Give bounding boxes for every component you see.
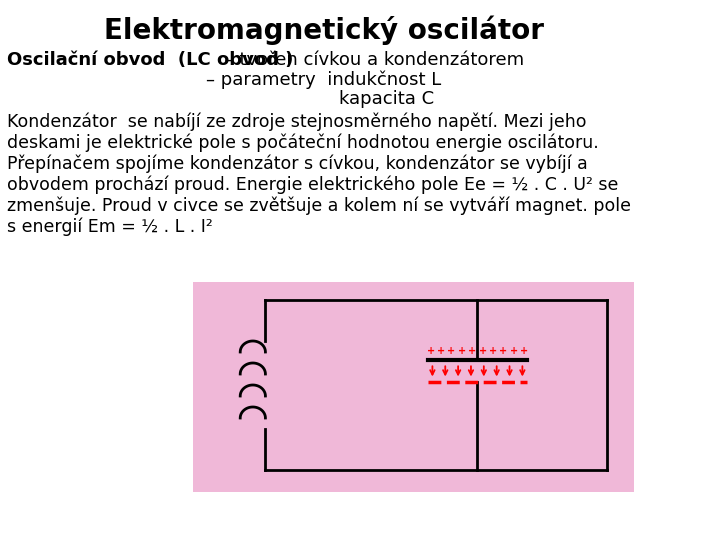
Text: kapacita C: kapacita C	[339, 90, 434, 108]
Text: +: +	[447, 346, 456, 356]
Text: +: +	[489, 346, 497, 356]
Text: Přepínačem spojíme kondenzátor s cívkou, kondenzátor se vybíjí a: Přepínačem spojíme kondenzátor s cívkou,…	[7, 155, 588, 173]
Text: +: +	[479, 346, 487, 356]
Text: +: +	[500, 346, 508, 356]
Text: Oscilační obvod  (LC obvod ): Oscilační obvod (LC obvod )	[7, 51, 294, 69]
Text: obvodem prochází proud. Energie elektrického pole Ee = ½ . C . U² se: obvodem prochází proud. Energie elektric…	[7, 176, 618, 194]
Text: deskami je elektrické pole s počáteční hodnotou energie oscilátoru.: deskami je elektrické pole s počáteční h…	[7, 134, 599, 152]
Text: +: +	[437, 346, 445, 356]
Text: Kondenzátor  se nabíjí ze zdroje stejnosměrného napětí. Mezi jeho: Kondenzátor se nabíjí ze zdroje stejnosm…	[7, 113, 587, 131]
Text: +: +	[520, 346, 528, 356]
Text: zmenšuje. Proud v civce se zvětšuje a kolem ní se vytváří magnet. pole: zmenšuje. Proud v civce se zvětšuje a ko…	[7, 197, 631, 215]
Text: +: +	[468, 346, 476, 356]
Text: +: +	[458, 346, 466, 356]
Text: +: +	[510, 346, 518, 356]
Text: – tvořen cívkou a kondenzátorem: – tvořen cívkou a kondenzátorem	[219, 51, 523, 69]
Text: +: +	[426, 346, 435, 356]
Text: Elektromagnetický oscilátor: Elektromagnetický oscilátor	[104, 15, 544, 45]
Text: s energií Em = ½ . L . I²: s energií Em = ½ . L . I²	[7, 218, 213, 237]
Text: – parametry  indukčnost L: – parametry indukčnost L	[206, 71, 441, 89]
Bar	[194, 282, 634, 492]
